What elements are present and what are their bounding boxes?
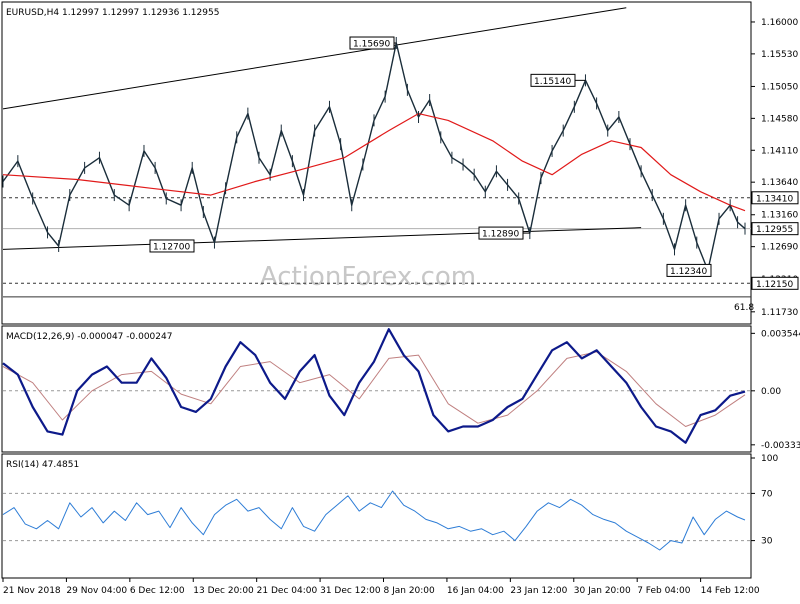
rsi-y-tick-label: 30 — [761, 537, 773, 547]
level-tag-box — [751, 276, 799, 290]
level-tag-box — [751, 191, 799, 205]
channel-upper-line — [2, 7, 627, 110]
rsi-line — [2, 490, 746, 551]
x-tick-label: 6 Dec 12:00 — [130, 586, 185, 596]
level-tag-text: 1.13410 — [756, 194, 793, 204]
macd-signal-line — [2, 351, 746, 427]
annotation-1.12890: 1.12890 — [478, 226, 524, 240]
price-y-tick-label: 1.16000 — [761, 18, 798, 28]
axis-layer: 21 Nov 2018 29 Nov 04:00 6 Dec 12:00 13 Dec… — [2, 578, 760, 596]
x-tick-label: 30 Jan 20:00 — [574, 586, 631, 596]
level-tag-1.13410: 1.13410 — [751, 191, 799, 205]
annotation-1.15690: 1.15690 — [349, 36, 395, 50]
price-y-tick-label: 1.15050 — [761, 82, 798, 92]
moving-average-line — [2, 112, 746, 212]
x-tick-label: 8 Jan 20:00 — [384, 586, 436, 596]
last-price-text: 1.12955 — [756, 225, 793, 235]
rsi-panel-frame — [1, 453, 752, 579]
rsi-panel-title: RSI(14) 47.4851 — [6, 460, 79, 470]
price-y-tick-label: 1.12690 — [761, 243, 798, 253]
annotation-1.12340: 1.12340 — [666, 263, 712, 277]
macd-panel-title: MACD(12,26,9) -0.000047 -0.000247 — [6, 332, 172, 342]
price-panel-title: EURUSD,H4 1.12997 1.12997 1.12936 1.1295… — [6, 8, 219, 18]
price-y-tick-label: 1.15530 — [761, 50, 798, 60]
macd-panel-frame — [1, 325, 752, 453]
x-tick-label: 13 Dec 20:00 — [193, 586, 254, 596]
price-y-tick-label: 1.11730 — [761, 308, 798, 318]
x-tick-label: 21 Dec 04:00 — [257, 586, 318, 596]
price-y-tick-label: 1.13160 — [761, 211, 798, 221]
channel-lower-line — [2, 227, 642, 250]
x-tick-label: 31 Dec 12:00 — [320, 586, 381, 596]
annotation-1.12700: 1.12700 — [149, 239, 195, 253]
rsi-layer: 100 70 30 — [2, 454, 778, 551]
x-tick-label: 7 Feb 04:00 — [637, 586, 691, 596]
annotation-box — [149, 239, 195, 253]
annotation-text: 1.12340 — [670, 267, 707, 277]
price-y-tick-label: 1.14580 — [761, 114, 798, 124]
annotation-text: 1.12700 — [153, 242, 190, 252]
level-tag-1.12150: 1.12150 — [751, 276, 799, 290]
annotation-text: 1.15690 — [353, 40, 390, 50]
price-y-tick-label: 1.14110 — [761, 146, 798, 156]
x-tick-label: 29 Nov 04:00 — [66, 586, 127, 596]
annotation-box — [666, 263, 712, 277]
last-price-tag: 1.12955 — [751, 222, 799, 236]
macd-line — [2, 328, 746, 444]
price-panel-frame — [1, 1, 752, 325]
x-tick-label: 14 Feb 12:00 — [701, 586, 760, 596]
macd-y-tick-label: 0.003544 — [761, 329, 800, 339]
annotation-text: 1.12890 — [482, 230, 519, 240]
last-price-box — [751, 222, 799, 236]
annotation-text: 1.15140 — [534, 77, 571, 87]
fib-level-label: 61.8 — [734, 303, 754, 313]
macd-y-tick-label: 0.00 — [761, 387, 781, 397]
x-tick-label: 23 Jan 12:00 — [510, 586, 567, 596]
price-layer: 1.16000 1.15530 1.15050 1.14580 1.14110 1.136… — [2, 7, 799, 318]
annotation-1.15140: 1.15140 — [530, 73, 576, 87]
x-tick-label: 16 Jan 04:00 — [447, 586, 504, 596]
level-tag-text: 1.12150 — [756, 280, 793, 290]
rsi-y-tick-label: 100 — [761, 454, 778, 464]
price-y-tick-label: 1.13640 — [761, 178, 798, 188]
rsi-y-tick-label: 70 — [761, 489, 773, 499]
x-tick-label: 21 Nov 2018 — [3, 586, 61, 596]
watermark-text: ActionForex.com — [260, 262, 476, 292]
